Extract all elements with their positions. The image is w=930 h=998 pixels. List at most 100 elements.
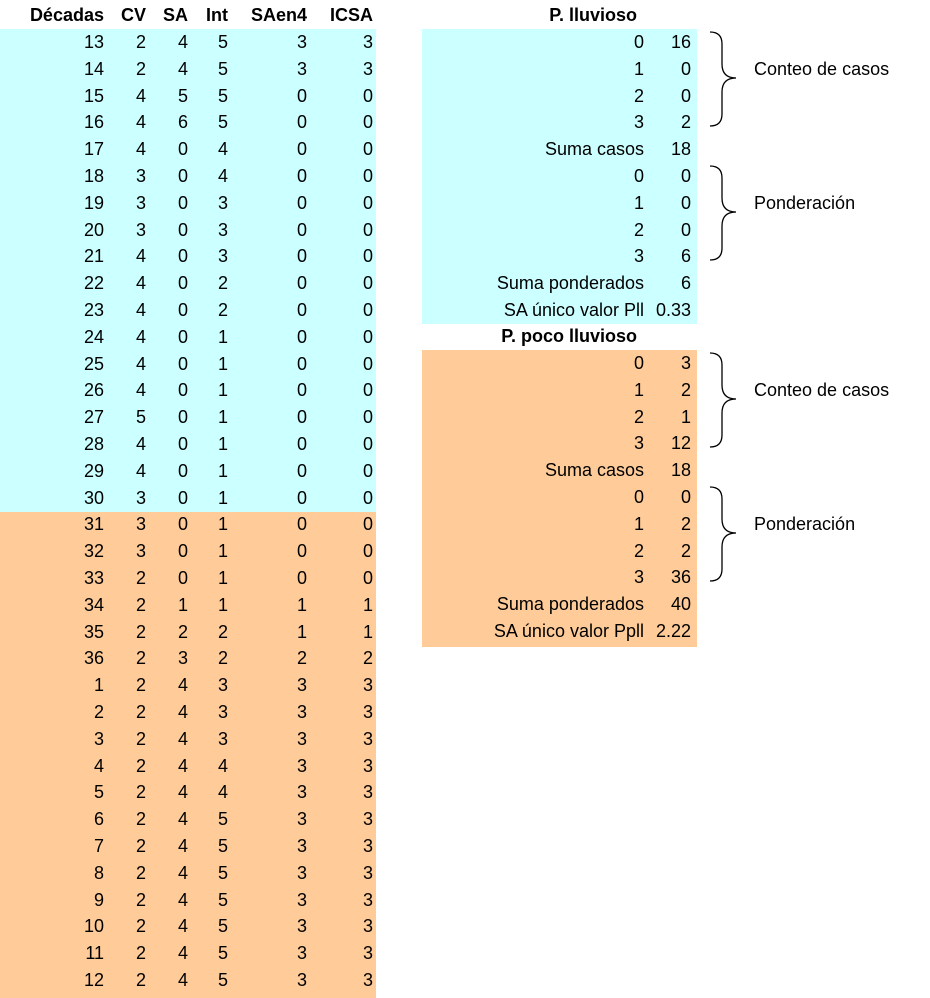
cell-saen4: 0	[296, 192, 307, 213]
cell-cv: 4	[135, 273, 146, 294]
cell-decadas: 36	[83, 648, 104, 669]
summary-label: 0	[633, 486, 644, 507]
header-row: Décadas CV SA Int SAen4 ICSA	[0, 2, 373, 29]
cell-cv: 4	[135, 380, 146, 401]
cell-sa: 4	[177, 916, 188, 937]
summary-label: 2	[633, 219, 644, 240]
table-row: 23 4 0 2 0 0	[0, 297, 373, 324]
summary-label: 2	[633, 540, 644, 561]
cell-decadas: 5	[93, 782, 104, 803]
cell-icsa: 0	[362, 407, 373, 428]
cell-int: 3	[217, 219, 228, 240]
table-row: 15 4 5 5 0 0	[0, 83, 373, 110]
lluvioso-title: P. lluvioso	[549, 5, 637, 25]
summary-label: 3	[633, 112, 644, 133]
cell-int: 1	[217, 567, 228, 588]
cell-sa: 4	[177, 728, 188, 749]
table-row: 18 3 0 4 0 0	[0, 163, 373, 190]
cell-saen4: 1	[296, 621, 307, 642]
table-row: 8 2 4 5 3 3	[0, 860, 373, 887]
cell-sa: 3	[177, 648, 188, 669]
cell-int: 3	[217, 675, 228, 696]
poco-lluvioso-section: P. poco lluvioso 0 3 1 2 2 1 3 12 Suma casos 18 0 0…	[422, 323, 697, 645]
cell-icsa: 0	[362, 273, 373, 294]
cell-decadas: 22	[83, 273, 104, 294]
cell-icsa: 3	[362, 675, 373, 696]
cell-icsa: 3	[362, 916, 373, 937]
cell-int: 1	[217, 460, 228, 481]
cell-int: 2	[217, 273, 228, 294]
cell-int: 1	[217, 433, 228, 454]
table-row: 14 2 4 5 3 3	[0, 56, 373, 83]
decadas-table: Décadas CV SA Int SAen4 ICSA 1 3 2 4 5 3 3 1 4 2 4…	[0, 2, 373, 994]
cell-int: 1	[217, 541, 228, 562]
table-row: 35 2 2 2 1 1	[0, 619, 373, 646]
summary-row: Suma ponderados 6	[422, 270, 697, 297]
header-saen4: SAen4	[250, 5, 307, 26]
cell-cv: 2	[135, 916, 146, 937]
summary-value: 12	[670, 433, 691, 454]
cell-int: 1	[217, 353, 228, 374]
brace-icon	[709, 486, 737, 582]
cell-sa: 4	[177, 782, 188, 803]
cell-saen4: 3	[296, 58, 307, 79]
cell-icsa: 1	[362, 594, 373, 615]
dry-summary-highlight	[422, 350, 697, 647]
table-row: 5 2 4 4 3 3	[0, 779, 373, 806]
cell-saen4: 3	[296, 809, 307, 830]
cell-saen4: 3	[296, 969, 307, 990]
cell-icsa: 0	[362, 353, 373, 374]
cell-cv: 2	[135, 809, 146, 830]
summary-value: 1	[680, 406, 691, 427]
cell-sa: 6	[177, 112, 188, 133]
table-row: 16 4 6 5 0 0	[0, 109, 373, 136]
cell-cv: 2	[135, 755, 146, 776]
cell-cv: 4	[135, 460, 146, 481]
summary-value: 36	[670, 567, 691, 588]
table-row: 19 3 0 3 0 0	[0, 190, 373, 217]
cell-cv: 2	[135, 782, 146, 803]
cell-saen4: 0	[296, 165, 307, 186]
cell-int: 4	[217, 139, 228, 160]
header-sa: SA	[162, 5, 188, 26]
cell-icsa: 3	[362, 889, 373, 910]
cell-saen4: 3	[296, 835, 307, 856]
cell-saen4: 0	[296, 541, 307, 562]
table-row: 10 2 4 5 3 3	[0, 913, 373, 940]
table-row: 1 2 4 3 3 3	[0, 672, 373, 699]
summary-label: 3	[633, 433, 644, 454]
cell-decadas: 34	[83, 594, 104, 615]
table-row: 6 2 4 5 3 3	[0, 806, 373, 833]
lluvioso-ponderacion-label: Ponderación	[754, 193, 856, 213]
cell-cv: 4	[135, 139, 146, 160]
cell-sa: 0	[177, 139, 188, 160]
table-row: 20 3 0 3 0 0	[0, 217, 373, 244]
cell-icsa: 3	[362, 943, 373, 964]
cell-icsa: 3	[362, 728, 373, 749]
cell-sa: 4	[177, 701, 188, 722]
cell-decadas: 17	[83, 139, 104, 160]
cell-saen4: 3	[296, 701, 307, 722]
table-row: 11 2 4 5 3 3	[0, 940, 373, 967]
cell-decadas: 27	[83, 407, 104, 428]
table-row: 31 3 0 1 0 0	[0, 511, 373, 538]
cell-sa: 4	[177, 58, 188, 79]
summary-value: 0	[680, 85, 691, 106]
summary-label: 0	[633, 32, 644, 52]
cell-int: 1	[217, 594, 228, 615]
cell-int: 5	[217, 58, 228, 79]
cell-sa: 4	[177, 969, 188, 990]
cell-cv: 2	[135, 943, 146, 964]
cell-saen4: 3	[296, 862, 307, 883]
cell-sa: 0	[177, 433, 188, 454]
summary-row: Suma ponderados 40	[422, 591, 697, 618]
table-row: 25 4 0 1 0 0	[0, 351, 373, 378]
cell-sa: 0	[177, 299, 188, 320]
cell-sa: 4	[177, 675, 188, 696]
table-row: 21 4 0 3 0 0	[0, 243, 373, 270]
